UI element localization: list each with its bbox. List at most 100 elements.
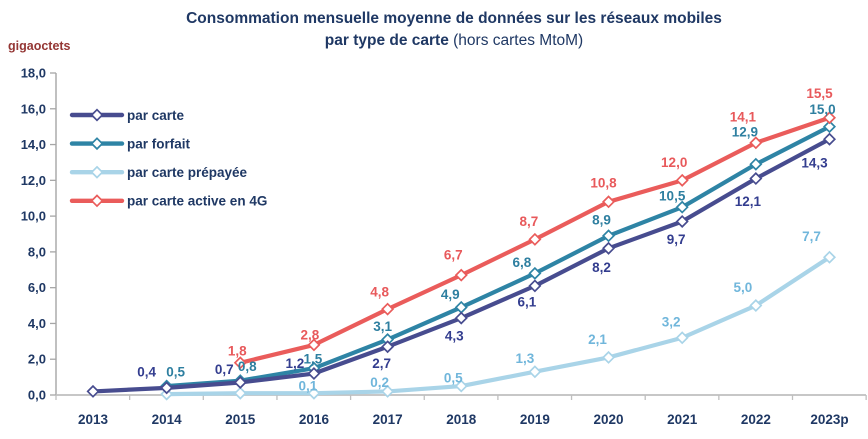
- y-axis-tick-label: 10,0: [21, 209, 46, 224]
- y-axis-tick-label: 12,0: [21, 173, 46, 188]
- data-point-marker: [233, 375, 247, 389]
- data-point-marker: [454, 379, 468, 393]
- data-label: 4,8: [370, 285, 389, 300]
- data-label: 0,2: [370, 375, 389, 390]
- y-axis-tick-label: 6,0: [28, 280, 46, 295]
- data-label: 8,7: [520, 214, 539, 229]
- x-axis-category-label: 2018: [446, 412, 477, 427]
- data-label: 5,0: [733, 280, 752, 295]
- data-point-marker: [822, 132, 837, 146]
- data-label: 12,0: [661, 155, 687, 170]
- y-axis-tick-label: 14,0: [21, 137, 46, 152]
- data-point-marker: [528, 279, 542, 293]
- data-point-marker: [602, 229, 616, 243]
- data-point-marker: [602, 195, 616, 209]
- series-labels-par-carte-active-4g: 1,8 2,8 4,8 6,7 8,7 10,8 12,0 14,1 15,5: [228, 86, 833, 358]
- data-point-marker: [749, 136, 763, 150]
- series-labels-par-forfait: 0,5 0,8 1,5 3,1 4,9 6,8 8,9 10,5 12,9 15,0: [166, 102, 835, 379]
- data-label: 2,8: [301, 327, 320, 342]
- data-point-marker: [749, 172, 763, 186]
- y-axis-tick-label: 16,0: [21, 101, 46, 116]
- legend-item-par-forfait: par forfait: [69, 136, 191, 151]
- chart-title-line1: Consommation mensuelle moyenne de donnée…: [186, 10, 722, 27]
- y-axis-tick-label: 0,0: [28, 388, 46, 403]
- series-par-carte: [86, 132, 837, 398]
- data-point-marker: [454, 268, 468, 282]
- data-label: 6,8: [513, 255, 532, 270]
- series-line-par-forfait: [164, 124, 832, 389]
- x-axis-category-label: 2019: [520, 412, 550, 427]
- data-point-marker: [602, 350, 616, 364]
- data-label: 7,7: [802, 229, 821, 244]
- data-label: 1,5: [304, 352, 323, 367]
- data-point-marker: [675, 173, 689, 187]
- data-point-marker: [822, 120, 837, 134]
- data-label: 3,2: [662, 314, 681, 329]
- x-axis-category-label: 2021: [667, 412, 698, 427]
- data-label: 2,1: [588, 332, 607, 347]
- data-label: 12,1: [735, 194, 762, 209]
- data-label: 8,2: [592, 260, 611, 275]
- data-point-marker: [381, 340, 395, 354]
- series-line-par-carte-prepayee: [164, 255, 832, 397]
- data-point-marker: [749, 299, 763, 313]
- data-label: 0,1: [299, 379, 318, 394]
- y-axis-tick-label: 18,0: [21, 66, 46, 81]
- data-label: 6,1: [518, 294, 537, 309]
- data-label: 8,9: [592, 212, 611, 227]
- data-label: 15,5: [806, 86, 833, 101]
- x-axis-category-label: 2023p: [810, 412, 848, 427]
- chart-title: Consommation mensuelle moyenne de donnée…: [40, 8, 868, 52]
- data-point-marker: [528, 365, 542, 379]
- data-label: 6,7: [444, 248, 463, 263]
- series-par-carte-prepayee: [160, 250, 837, 401]
- data-label: 14,3: [801, 156, 828, 171]
- data-label: 15,0: [809, 102, 835, 117]
- data-label: 1,8: [228, 343, 247, 358]
- data-point-marker: [381, 384, 395, 398]
- data-label: 0,5: [166, 365, 185, 380]
- data-point-marker: [822, 111, 837, 125]
- x-axis-category-label: 2013: [78, 412, 109, 427]
- data-label: 4,9: [441, 287, 460, 302]
- chart-title-line2: par type de carte (hors cartes MtoM): [40, 30, 868, 52]
- legend-label: par forfait: [127, 136, 191, 151]
- y-axis-unit-label: gigaoctets: [8, 39, 71, 53]
- data-point-marker: [307, 367, 321, 381]
- x-axis-category-label: 2022: [741, 412, 771, 427]
- data-point-marker: [233, 356, 247, 370]
- data-label: 9,7: [667, 232, 686, 247]
- data-label: 2,7: [372, 356, 391, 371]
- chart-title-line2-bold: par type de carte: [324, 32, 449, 49]
- data-point-marker: [528, 232, 542, 246]
- x-axis-category-label: 2014: [152, 412, 183, 427]
- legend-marker-icon: [90, 194, 104, 208]
- data-point-marker: [822, 250, 837, 264]
- y-axis-tick-label: 4,0: [28, 316, 46, 331]
- data-point-marker: [233, 386, 247, 400]
- data-label: 12,9: [732, 125, 758, 140]
- data-label: 4,3: [445, 329, 464, 344]
- data-point-marker: [307, 338, 321, 352]
- data-point-marker: [528, 266, 542, 280]
- chart-title-line2-normal: (hors cartes MtoM): [448, 32, 584, 49]
- legend: par carte par forfait par carte prépayée pa…: [69, 108, 267, 209]
- y-axis-tick-label: 2,0: [28, 352, 46, 367]
- series-par-carte-active-4g: [233, 111, 837, 370]
- legend-label: par carte active en 4G: [127, 194, 267, 209]
- data-point-marker: [675, 200, 689, 214]
- legend-marker-icon: [90, 137, 104, 151]
- data-point-marker: [381, 302, 395, 316]
- data-point-marker: [602, 241, 616, 255]
- data-label: 10,5: [659, 189, 686, 204]
- data-label: 0,8: [238, 359, 257, 374]
- legend-item-par-carte-active-4g: par carte active en 4G: [69, 194, 267, 209]
- series-labels-par-carte: 0,4 0,7 1,2 2,7 4,3 6,1 8,2 9,7 12,1 14,3: [137, 156, 828, 380]
- data-label: 10,8: [590, 175, 617, 190]
- data-label: 1,3: [516, 351, 535, 366]
- data-label: 14,1: [730, 109, 757, 124]
- legend-label: par carte prépayée: [127, 165, 248, 180]
- data-label: 1,2: [286, 356, 305, 371]
